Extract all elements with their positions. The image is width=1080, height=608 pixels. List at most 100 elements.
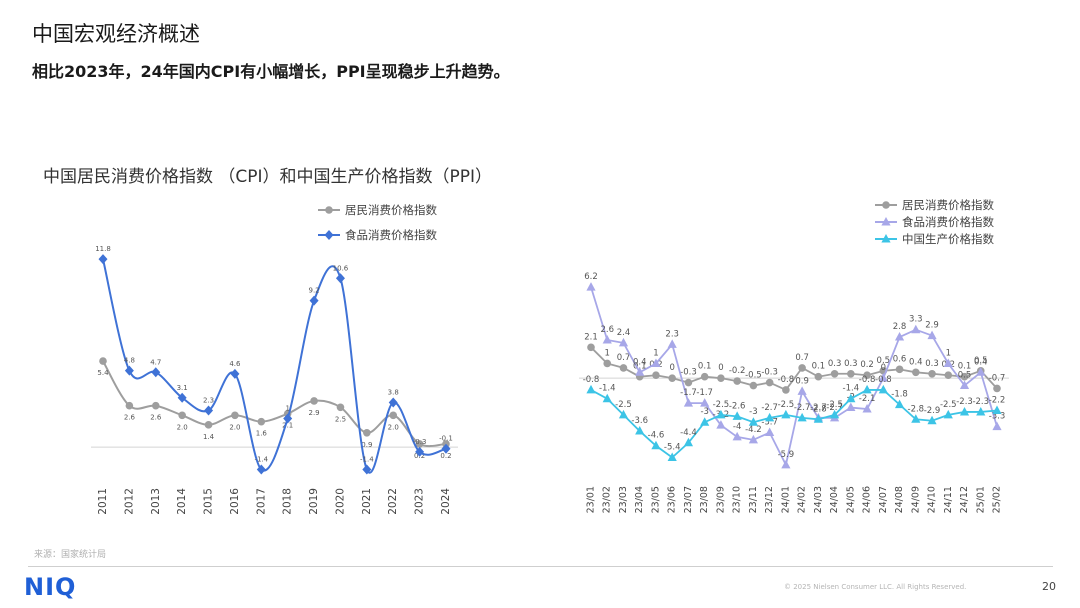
x-tick-label: 2019 xyxy=(308,488,320,515)
series-1-point-5 xyxy=(667,339,677,348)
series-2-point-8 xyxy=(716,409,726,419)
niq-logo: NIQ xyxy=(24,573,77,601)
series-2-data-label: -2.5 xyxy=(940,400,957,410)
x-tick-label: 24/05 xyxy=(845,486,856,513)
series-1-point-0 xyxy=(98,254,108,265)
x-tick-label: 2011 xyxy=(97,488,109,515)
series-0-data-label: 0.5 xyxy=(877,356,891,366)
x-tick-label: 24/03 xyxy=(813,486,824,513)
series-1-data-label: -2.7 xyxy=(826,403,843,413)
x-tick-label: 23/11 xyxy=(748,486,759,513)
x-tick-label: 23/10 xyxy=(732,486,743,513)
series-0-data-label: 1 xyxy=(605,348,610,358)
x-tick-label: 2018 xyxy=(282,488,294,515)
series-0-point-8 xyxy=(310,397,318,405)
series-1-point-6 xyxy=(256,464,266,475)
series-0-data-label: -0.3 xyxy=(680,368,697,378)
series-1-data-label: 9.2 xyxy=(309,287,320,295)
series-1-data-label: 0.4 xyxy=(974,357,988,367)
series-1-point-6 xyxy=(683,398,694,407)
series-1-point-22 xyxy=(943,358,953,367)
x-tick-label: 23/03 xyxy=(618,486,629,513)
legend-item-0: 居民消费价格指数 xyxy=(875,198,994,212)
series-2-data-label: -0.8 xyxy=(875,375,892,385)
x-tick-label: 23/09 xyxy=(715,486,726,513)
source-note: 来源：国家统计局 xyxy=(34,550,107,560)
series-2-data-label: -2.8 xyxy=(908,404,925,414)
series-1-data-label: -0.3 xyxy=(413,438,427,446)
legend-0-point-0 xyxy=(882,201,890,209)
series-2-point-9 xyxy=(732,411,742,420)
series-1-point-12 xyxy=(781,459,791,469)
series-1-point-11 xyxy=(388,397,398,408)
x-tick-label: 24/08 xyxy=(894,486,905,513)
x-tick-label: 23/02 xyxy=(602,486,613,513)
series-2-point-22 xyxy=(943,409,953,419)
series-2-data-label: -0.8 xyxy=(583,375,600,385)
series-1-data-label: 0 xyxy=(881,363,886,373)
x-tick-label: 23/12 xyxy=(764,486,775,513)
series-2-data-label: -0.8 xyxy=(859,375,876,385)
series-0-point-4 xyxy=(204,421,213,429)
x-tick-label: 2021 xyxy=(361,488,373,515)
chart-title: 中国居民消费价格指数 （CPI）和中国生产价格指数（PPI） xyxy=(43,167,493,187)
series-0-data-label: 2.1 xyxy=(282,422,293,430)
series-0-data-label: 0.2 xyxy=(440,452,451,460)
series-1-point-20 xyxy=(911,324,921,334)
series-1-point-12 xyxy=(415,446,425,457)
x-tick-label: 23/08 xyxy=(699,486,710,513)
series-2-data-label: -2.5 xyxy=(615,400,632,410)
series-1-point-23 xyxy=(959,380,970,390)
series-0-data-label: 0.3 xyxy=(828,359,842,369)
series-1-data-label: 1 xyxy=(285,404,289,412)
x-tick-label: 2014 xyxy=(176,488,188,515)
legend-0-point-0 xyxy=(325,206,333,214)
series-0-data-label: 0.4 xyxy=(909,357,923,367)
x-tick-label: 24/12 xyxy=(959,486,970,513)
series-1-data-label: 2.3 xyxy=(203,396,214,404)
series-0-data-label: 0.1 xyxy=(698,362,712,372)
series-2-data-label: -2.7 xyxy=(794,403,811,413)
series-1-data-label: 3.1 xyxy=(177,384,188,392)
series-0-data-label: -0.8 xyxy=(778,375,795,385)
series-0-point-4 xyxy=(652,371,660,380)
series-2-point-6 xyxy=(683,437,694,447)
series-0-point-3 xyxy=(178,411,186,420)
x-tick-label: 23/06 xyxy=(667,486,678,513)
series-2-point-18 xyxy=(878,384,888,394)
x-tick-label: 2023 xyxy=(414,488,426,515)
series-1-point-10 xyxy=(362,464,372,475)
series-2-point-16 xyxy=(846,393,856,403)
x-tick-label: 24/01 xyxy=(780,486,791,513)
x-tick-label: 23/07 xyxy=(683,486,694,513)
series-2-data-label: -4.4 xyxy=(680,428,697,438)
series-0-data-label: 0.1 xyxy=(958,362,972,372)
series-0-data-label: 5.4 xyxy=(97,369,109,377)
legend-label: 食品消费价格指数 xyxy=(345,228,437,242)
series-0-data-label: 0.2 xyxy=(860,360,874,370)
series-0-data-label: 0.1 xyxy=(812,362,826,372)
series-2-point-14 xyxy=(813,414,823,423)
series-1-point-8 xyxy=(309,295,319,306)
series-1-data-label: -3.3 xyxy=(989,412,1006,422)
series-2-data-label: -2.3 xyxy=(956,397,973,407)
x-tick-label: 2017 xyxy=(255,488,267,515)
series-2-point-19 xyxy=(894,399,905,409)
series-2-data-label: -3 xyxy=(700,407,708,417)
series-1-data-label: 2.3 xyxy=(665,329,679,339)
series-0-data-label: -0.5 xyxy=(745,371,762,381)
series-1-data-label: 2.8 xyxy=(893,322,907,332)
series-2-data-label: -2.5 xyxy=(778,400,795,410)
x-tick-label: 24/09 xyxy=(910,486,921,513)
series-1-point-13 xyxy=(441,443,451,454)
series-1-data-label: -1.4 xyxy=(360,455,374,463)
legend-label: 居民消费价格指数 xyxy=(902,198,994,212)
legend-label: 食品消费价格指数 xyxy=(902,215,994,229)
legend-label: 中国生产价格指数 xyxy=(902,232,994,246)
series-2-point-15 xyxy=(830,409,840,419)
series-1-data-label: 0.5 xyxy=(958,371,972,381)
series-2-data-label: -2.3 xyxy=(972,397,989,407)
series-1-data-label: 0.4 xyxy=(633,357,647,367)
series-2-data-label: -2.8 xyxy=(810,404,827,414)
series-2-point-20 xyxy=(911,414,921,423)
